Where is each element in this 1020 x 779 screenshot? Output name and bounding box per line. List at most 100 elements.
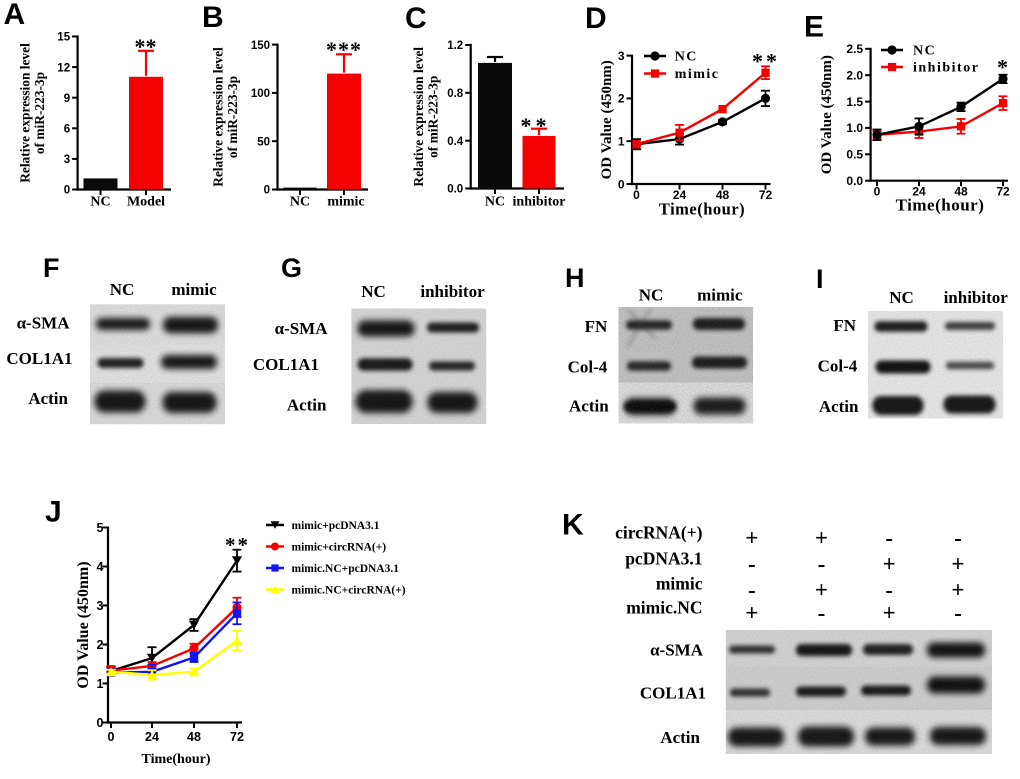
svg-text:NC: NC (639, 285, 664, 304)
svg-text:0: 0 (64, 185, 70, 197)
svg-text:24: 24 (912, 185, 926, 199)
svg-text:mimic: mimic (327, 195, 364, 210)
svg-text:mimic.NC+circRNA(+): mimic.NC+circRNA(+) (292, 584, 406, 596)
svg-text:Time(hour): Time(hour) (659, 200, 745, 219)
svg-text:Col-4: Col-4 (568, 358, 608, 377)
svg-text:72: 72 (230, 730, 244, 744)
svg-text:0.5: 0.5 (846, 148, 863, 162)
svg-text:9: 9 (64, 93, 70, 105)
svg-text:Actin: Actin (660, 728, 700, 747)
svg-text:+: + (951, 578, 964, 603)
svg-text:2.5: 2.5 (846, 42, 863, 56)
svg-text:OD Value (450nm): OD Value (450nm) (819, 55, 835, 174)
svg-text:FN: FN (833, 316, 856, 335)
svg-text:Actin: Actin (819, 397, 859, 416)
svg-text:24: 24 (673, 188, 687, 202)
svg-text:**: ** (752, 49, 780, 74)
svg-text:α-SMA: α-SMA (275, 319, 329, 338)
svg-text:A: A (4, 0, 26, 31)
svg-text:FN: FN (585, 317, 608, 336)
svg-text:+: + (745, 601, 758, 626)
svg-text:48: 48 (716, 188, 730, 202)
svg-text:**: ** (225, 533, 250, 557)
svg-text:NC: NC (889, 288, 914, 307)
svg-text:+: + (745, 526, 758, 551)
svg-text:-: - (954, 526, 962, 551)
svg-text:+: + (883, 552, 896, 577)
svg-text:+: + (815, 578, 828, 603)
svg-text:-: - (885, 578, 893, 603)
svg-text:0: 0 (633, 188, 640, 202)
svg-text:2: 2 (97, 638, 104, 652)
svg-text:α-SMA: α-SMA (650, 641, 704, 660)
svg-text:I: I (816, 264, 824, 294)
svg-text:Time(hour): Time(hour) (896, 196, 985, 215)
svg-text:0.0: 0.0 (447, 184, 463, 196)
svg-text:3: 3 (97, 599, 104, 613)
svg-text:Time(hour): Time(hour) (142, 752, 211, 767)
svg-text:circRNA(+): circRNA(+) (615, 523, 703, 543)
svg-text:mimic: mimic (675, 67, 720, 82)
svg-text:mimic.NC+pcDNA3.1: mimic.NC+pcDNA3.1 (292, 563, 400, 575)
svg-text:5: 5 (97, 521, 104, 535)
svg-text:of miR-223-3p: of miR-223-3p (225, 76, 240, 158)
svg-text:1.5: 1.5 (846, 95, 863, 109)
svg-text:1: 1 (618, 135, 625, 149)
svg-text:OD Value (450nm): OD Value (450nm) (599, 60, 615, 179)
svg-text:100: 100 (251, 88, 270, 100)
svg-text:Relative expression level: Relative expression level (411, 47, 426, 187)
svg-text:15: 15 (57, 32, 70, 44)
svg-text:D: D (585, 2, 607, 35)
svg-text:72: 72 (996, 185, 1010, 199)
svg-text:**: ** (135, 34, 157, 59)
svg-text:mimic+circRNA(+): mimic+circRNA(+) (292, 541, 387, 553)
svg-text:NC: NC (913, 44, 936, 59)
svg-text:48: 48 (954, 185, 968, 199)
svg-text:OD Value (450nm): OD Value (450nm) (75, 561, 92, 688)
svg-text:COL1A1: COL1A1 (640, 684, 706, 703)
svg-text:Relative expression level: Relative expression level (211, 47, 226, 187)
svg-text:0.0: 0.0 (846, 174, 863, 188)
svg-text:inhibitor: inhibitor (913, 61, 979, 76)
svg-text:0: 0 (874, 185, 881, 199)
svg-text:COL1A1: COL1A1 (6, 349, 72, 368)
svg-text:-: - (748, 552, 756, 577)
svg-text:0.4: 0.4 (447, 136, 464, 148)
svg-text:+: + (951, 552, 964, 577)
svg-text:4: 4 (97, 560, 104, 574)
svg-text:COL1A1: COL1A1 (253, 355, 319, 374)
svg-text:48: 48 (187, 730, 201, 744)
svg-text:0: 0 (264, 185, 270, 197)
svg-text:E: E (804, 11, 824, 44)
svg-text:72: 72 (759, 188, 773, 202)
svg-text:6: 6 (64, 124, 70, 136)
svg-text:150: 150 (251, 40, 270, 52)
svg-text:B: B (202, 1, 224, 34)
svg-text:12: 12 (57, 62, 70, 74)
svg-text:inhibitor: inhibitor (513, 195, 566, 210)
svg-text:*: * (997, 55, 1011, 80)
svg-text:NC: NC (485, 195, 505, 210)
svg-text:Actin: Actin (28, 389, 68, 408)
svg-text:-: - (818, 552, 826, 577)
svg-text:NC: NC (110, 280, 135, 299)
svg-text:3: 3 (64, 154, 70, 166)
svg-text:NC: NC (361, 282, 386, 301)
svg-text:-: - (954, 601, 962, 626)
svg-text:G: G (281, 253, 302, 283)
svg-text:mimic: mimic (656, 574, 703, 594)
svg-text:2: 2 (618, 92, 625, 106)
svg-text:+: + (883, 601, 896, 626)
svg-text:0: 0 (97, 716, 104, 730)
svg-text:Relative expression level: Relative expression level (18, 43, 33, 183)
svg-text:of miR-223-3p: of miR-223-3p (426, 76, 441, 158)
svg-text:1: 1 (97, 677, 104, 691)
svg-text:0.8: 0.8 (447, 88, 464, 100)
svg-text:-: - (748, 578, 756, 603)
svg-text:Model: Model (127, 195, 165, 210)
svg-text:pcDNA3.1: pcDNA3.1 (625, 549, 702, 569)
svg-text:mimic+pcDNA3.1: mimic+pcDNA3.1 (292, 520, 380, 532)
svg-text:mimic.NC: mimic.NC (626, 598, 702, 618)
svg-text:C: C (405, 2, 427, 35)
svg-text:50: 50 (257, 136, 270, 148)
